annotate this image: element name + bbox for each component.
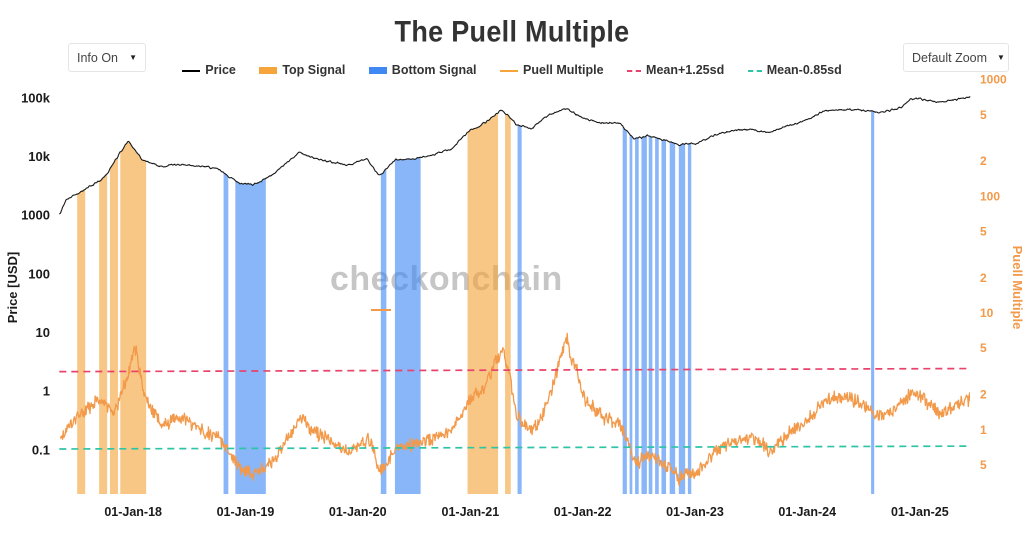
svg-text:5: 5: [980, 225, 987, 239]
svg-text:01-Jan-24: 01-Jan-24: [778, 505, 836, 519]
svg-text:01-Jan-21: 01-Jan-21: [442, 505, 500, 519]
svg-text:01-Jan-23: 01-Jan-23: [666, 505, 724, 519]
svg-text:5: 5: [980, 341, 987, 355]
svg-text:1: 1: [43, 384, 50, 399]
svg-text:01-Jan-19: 01-Jan-19: [217, 505, 275, 519]
svg-text:2: 2: [980, 154, 987, 168]
svg-text:Puell Multiple: Puell Multiple: [1010, 246, 1024, 330]
svg-text:10: 10: [36, 325, 50, 340]
svg-text:1: 1: [980, 423, 987, 437]
svg-text:0.1: 0.1: [32, 442, 50, 457]
svg-text:01-Jan-18: 01-Jan-18: [104, 505, 162, 519]
svg-text:10k: 10k: [28, 149, 50, 164]
svg-text:1000: 1000: [980, 73, 1007, 87]
svg-text:Price [USD]: Price [USD]: [5, 252, 20, 324]
svg-text:2: 2: [980, 271, 987, 285]
svg-text:01-Jan-22: 01-Jan-22: [554, 505, 612, 519]
svg-text:5: 5: [980, 458, 987, 472]
svg-text:10: 10: [980, 306, 994, 320]
svg-text:100: 100: [28, 266, 50, 281]
svg-text:100: 100: [980, 189, 1000, 203]
svg-text:01-Jan-20: 01-Jan-20: [329, 505, 387, 519]
svg-text:2: 2: [980, 388, 987, 402]
svg-text:5: 5: [980, 108, 987, 122]
svg-text:01-Jan-25: 01-Jan-25: [891, 505, 949, 519]
svg-text:1000: 1000: [21, 208, 50, 223]
svg-text:100k: 100k: [21, 90, 51, 105]
